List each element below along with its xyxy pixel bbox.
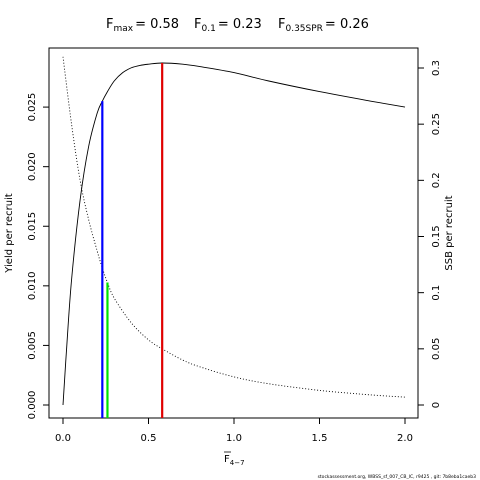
y-right-tick-label: 0	[431, 402, 442, 408]
x-axis: 0.0 0.5 1.0 1.5 2.0	[55, 418, 413, 444]
y-right-tick-label: 0.1	[431, 285, 442, 301]
yield-per-recruit-line	[62, 62, 406, 406]
y-left-tick-label: 0.020	[27, 152, 38, 181]
x-tick-label: 1.0	[226, 433, 242, 444]
series-group	[62, 56, 406, 406]
y-right-tick-label: 0.05	[431, 338, 442, 360]
y-axis-right: 0 0.05 0.1 0.15 0.2 0.25 0.3	[418, 60, 442, 408]
y-right-tick-label: 0.15	[431, 225, 442, 247]
footer-note: stockassessment.org, WBSS_sf_007_CB_IC, …	[318, 474, 477, 480]
x-tick-label: 1.5	[312, 433, 328, 444]
y-left-tick-label: 0.000	[27, 391, 38, 420]
y-axis-right-title: SSB per recruit	[444, 195, 455, 270]
x-axis-title: F4−7	[224, 454, 245, 467]
chart-title: Fmax = 0.58 F0.1 = 0.23 F0.35SPR = 0.26	[106, 17, 369, 34]
y-left-tick-label: 0.015	[27, 212, 38, 241]
x-tick-label: 2.0	[397, 433, 413, 444]
y-axis-left-title: Yield per recruit	[4, 193, 15, 274]
title-f035spr: F0.35SPR = 0.26	[278, 17, 369, 34]
x-tick-label: 0.5	[141, 433, 157, 444]
y-right-tick-label: 0.25	[431, 113, 442, 135]
y-left-tick-label: 0.005	[27, 331, 38, 360]
y-right-tick-label: 0.3	[431, 60, 442, 76]
title-fmax: Fmax = 0.58	[106, 17, 179, 34]
title-f01: F0.1 = 0.23	[194, 17, 262, 34]
plot-frame	[48, 47, 419, 419]
x-tick-label: 0.0	[55, 433, 71, 444]
ssb-per-recruit-line	[62, 56, 406, 398]
reference-lines	[101, 63, 164, 418]
y-right-tick-label: 0.2	[431, 172, 442, 188]
y-axis-left: 0.000 0.005 0.010 0.015 0.020 0.025	[27, 93, 49, 420]
y-left-tick-label: 0.025	[27, 93, 38, 122]
y-left-tick-label: 0.010	[27, 272, 38, 301]
